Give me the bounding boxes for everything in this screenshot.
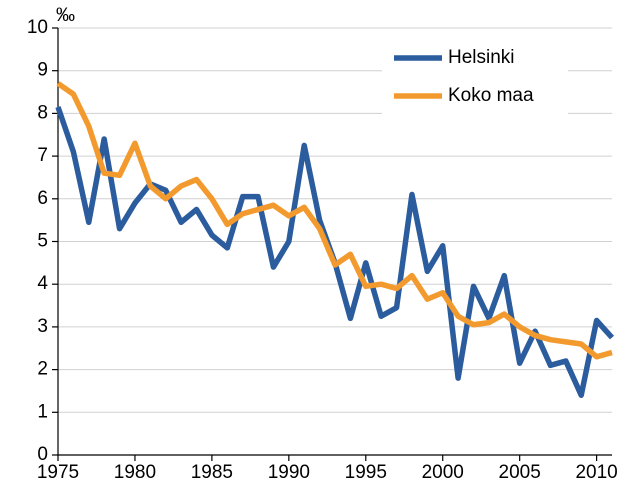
y-tick-label: 3 (37, 316, 48, 337)
legend-label: Koko maa (448, 85, 534, 106)
x-tick-label: 1990 (268, 462, 310, 483)
legend-box (382, 40, 568, 114)
y-tick-label: 6 (37, 188, 48, 209)
x-tick-label: 2010 (575, 462, 617, 483)
y-tick-label: 5 (37, 231, 48, 252)
y-tick-label: 0 (37, 444, 48, 465)
line-series (56, 81, 613, 360)
legend-label: Helsinki (448, 47, 515, 68)
x-tick-label: 1995 (345, 462, 387, 483)
y-tick-label: 2 (37, 359, 48, 380)
line-series (55, 106, 615, 398)
x-tick-label: 1975 (37, 462, 79, 483)
x-tick-label: 1985 (191, 462, 233, 483)
y-axis-label: ‰ (56, 5, 75, 26)
y-tick-label: 1 (37, 401, 48, 422)
x-tick-label: 2000 (422, 462, 464, 483)
x-tick-label: 2005 (499, 462, 541, 483)
y-tick-label: 9 (37, 60, 48, 81)
y-tick-label: 7 (37, 145, 48, 166)
x-tick-label: 1980 (114, 462, 156, 483)
y-tick-label: 8 (37, 102, 48, 123)
y-tick-label: 10 (27, 17, 48, 38)
y-tick-label: 4 (37, 273, 48, 294)
